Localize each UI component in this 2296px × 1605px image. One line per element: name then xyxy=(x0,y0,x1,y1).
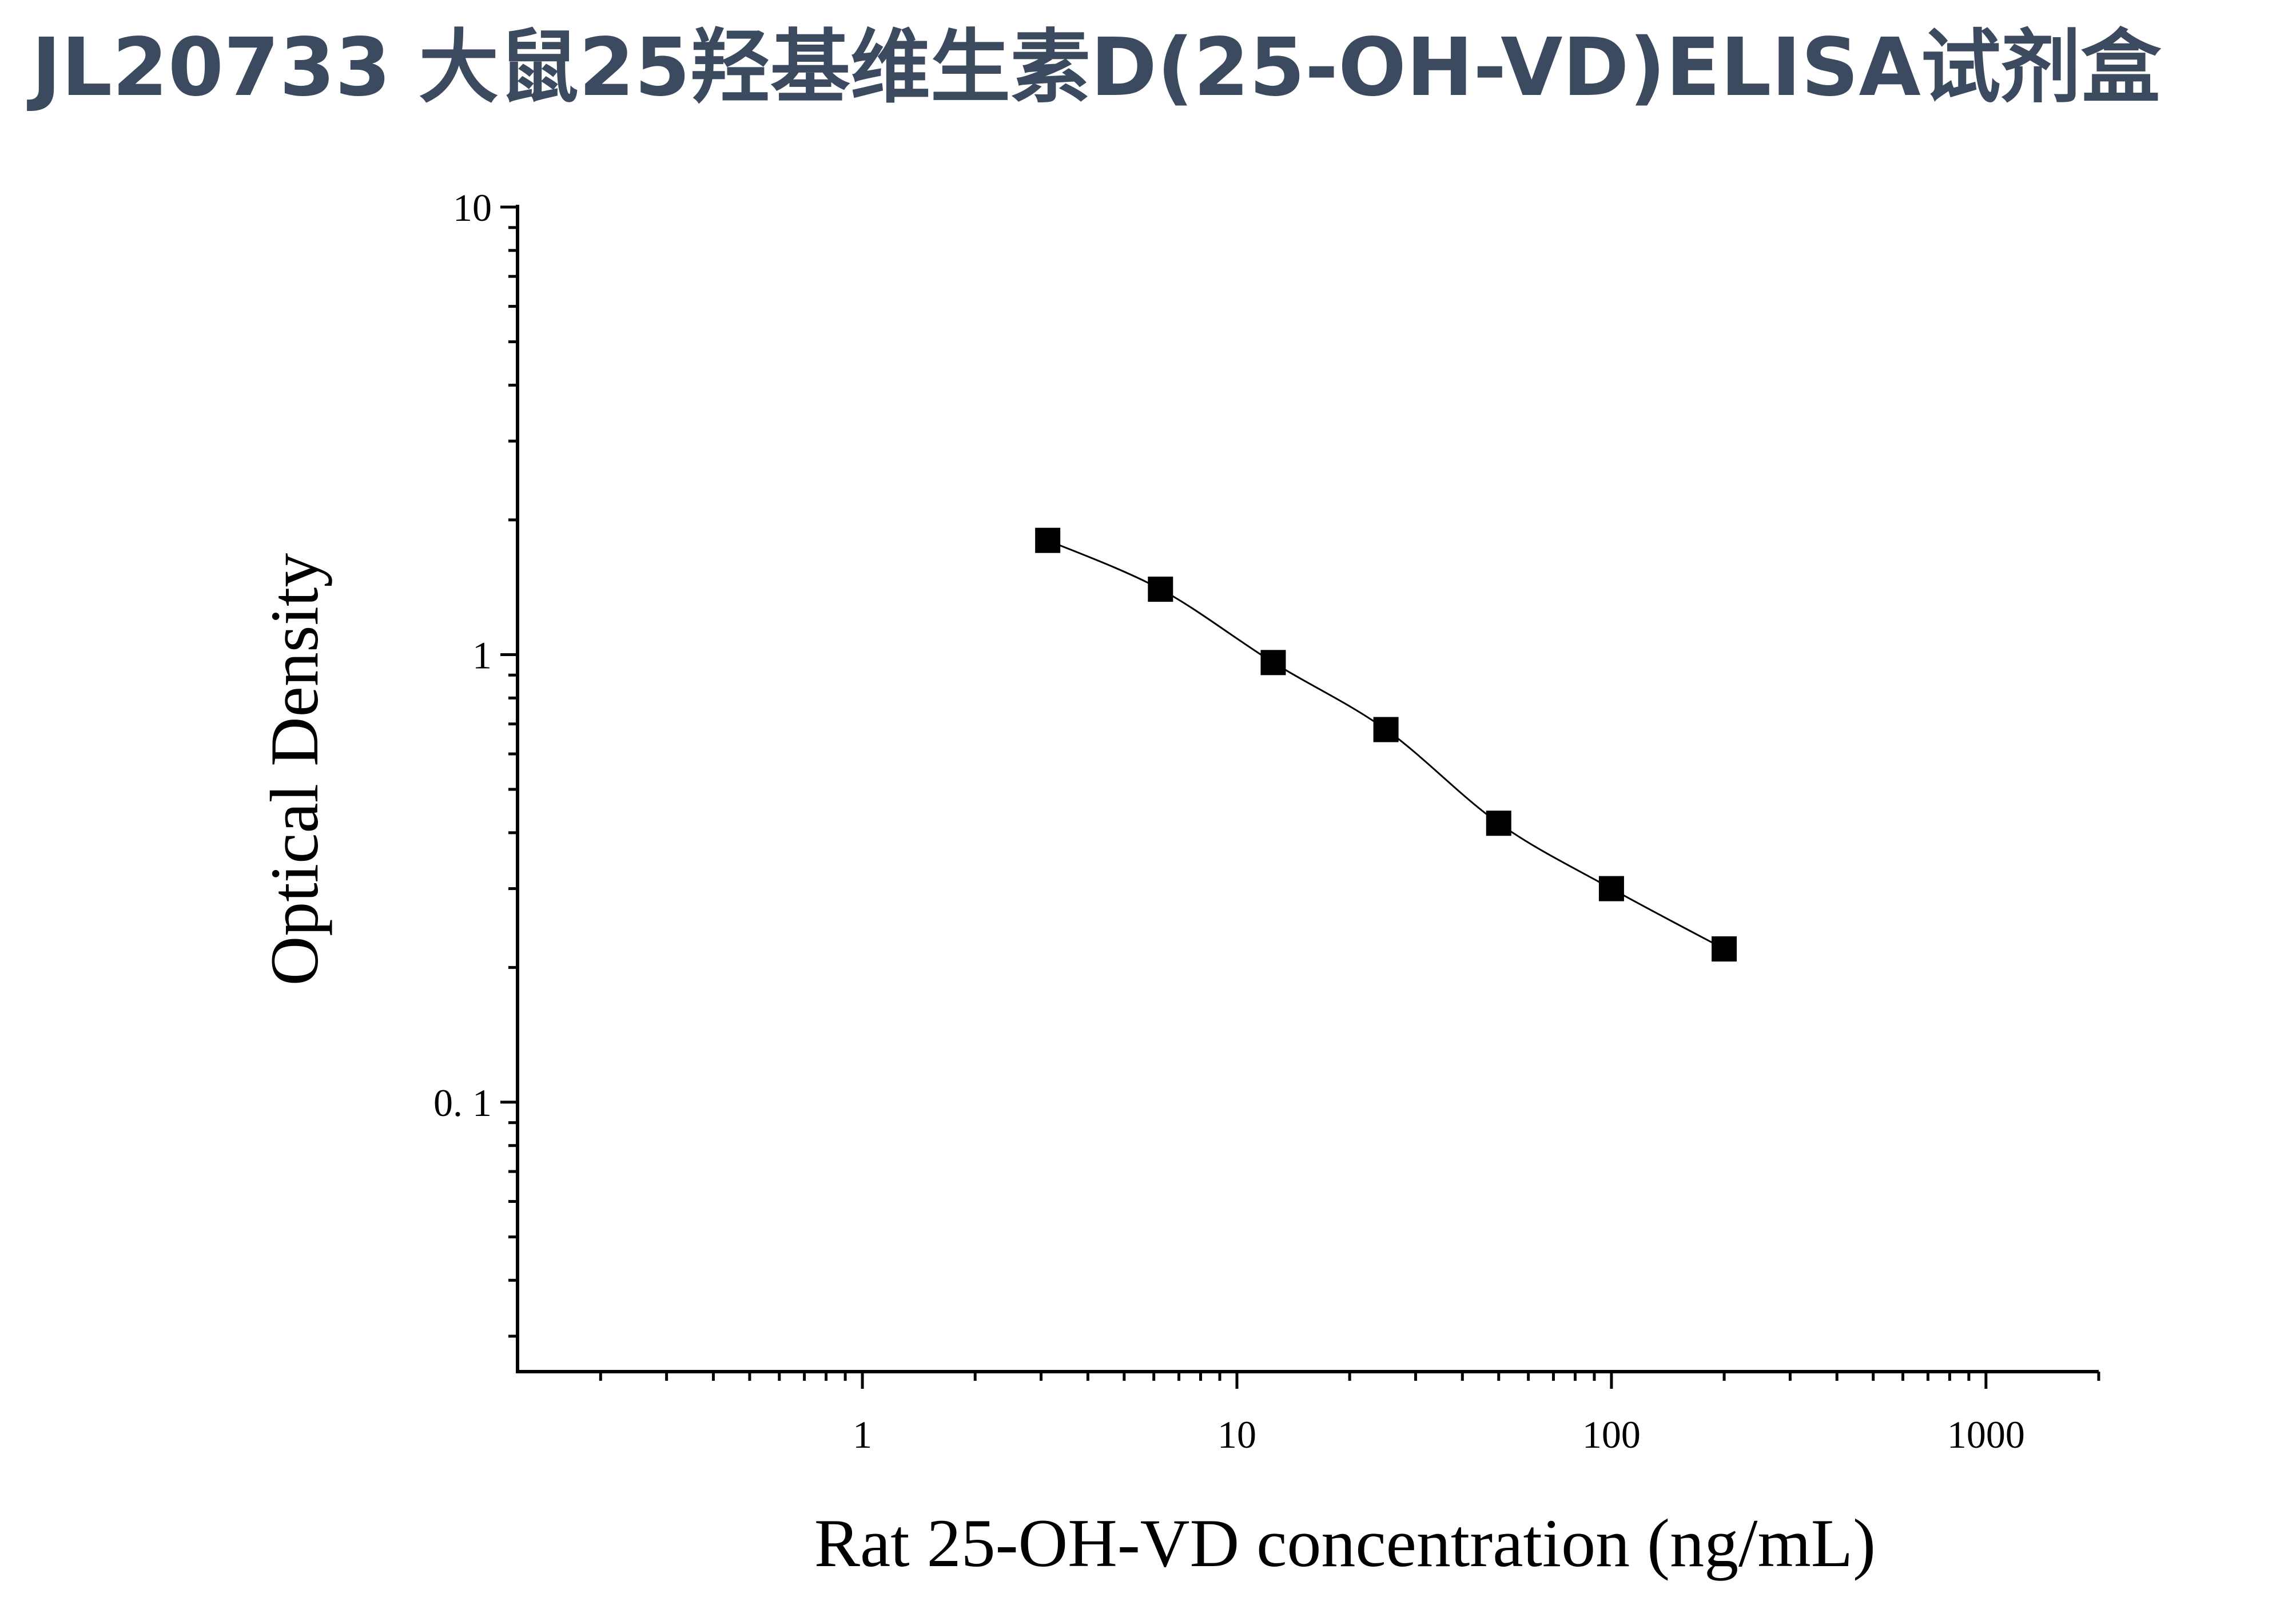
x-tick-label: 100 xyxy=(1582,1413,1641,1456)
page-title: JL20733 大鼠25羟基维生素D(25-OH-VD)ELISA试剂盒 xyxy=(31,21,2161,114)
y-tick-label: 10 xyxy=(453,186,492,229)
data-point xyxy=(1486,811,1511,836)
x-axis-title: Rat 25-OH-VD concentration (ng/mL) xyxy=(814,1505,1876,1581)
x-tick-label: 1 xyxy=(853,1413,872,1456)
y-tick-label: 1 xyxy=(472,633,492,677)
data-points xyxy=(1035,527,1737,962)
y-tick-label: 0. 1 xyxy=(433,1081,492,1125)
x-tick-label: 1000 xyxy=(1947,1413,2025,1456)
data-point xyxy=(1035,527,1061,553)
x-tick-label: 10 xyxy=(1217,1413,1256,1456)
y-tick-labels: 0. 1 1 10 xyxy=(433,186,492,1125)
axes xyxy=(500,205,2100,1389)
y-axis-title: Optical Density xyxy=(256,553,332,986)
data-point xyxy=(1373,717,1399,742)
data-point xyxy=(1712,936,1737,962)
x-tick-labels: 1 10 100 1000 xyxy=(853,1413,2025,1456)
data-point xyxy=(1260,650,1286,676)
data-point xyxy=(1598,876,1624,901)
data-point xyxy=(1148,577,1173,602)
